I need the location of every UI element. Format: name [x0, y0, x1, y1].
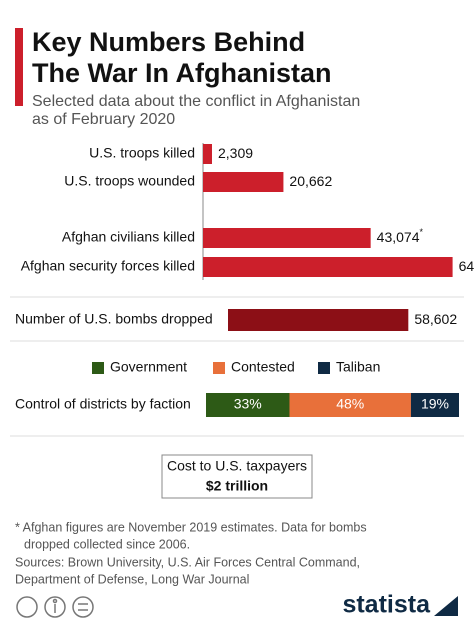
callout-value: $2 trillion — [206, 478, 268, 494]
callout-box — [161, 454, 313, 499]
license-icons — [16, 596, 94, 618]
value-text: 58,602 — [414, 311, 457, 327]
category-label: Number of U.S. bombs dropped — [15, 311, 213, 327]
value-label: 2,309 — [218, 145, 253, 161]
segment-label: 48% — [336, 396, 364, 412]
bar — [203, 144, 212, 164]
footnote-line: * Afghan figures are November 2019 estim… — [15, 520, 367, 534]
value-label: 43,074* — [377, 227, 424, 244]
value-label: 64,124* — [459, 256, 474, 273]
source-line: Department of Defense, Long War Journal — [15, 572, 249, 586]
legend-label: Contested — [231, 359, 295, 375]
segment-label: 19% — [421, 396, 449, 412]
bar — [203, 172, 284, 192]
bar-segment — [410, 393, 459, 417]
legend-swatch — [92, 362, 104, 374]
brand-logo: statista — [342, 591, 431, 619]
category-label: Control of districts by faction — [15, 396, 191, 412]
value-text: 43,074 — [377, 229, 420, 245]
legend-swatch — [213, 362, 225, 374]
value-note: * — [419, 227, 423, 237]
value-text: 2,309 — [218, 145, 253, 161]
category-label: U.S. troops killed — [89, 145, 195, 161]
category-label: Afghan civilians killed — [62, 229, 195, 245]
accent-bar — [15, 28, 23, 106]
title-line: Key Numbers Behind — [32, 27, 305, 57]
value-label: 58,602 — [414, 311, 457, 327]
category-label: Afghan security forces killed — [21, 258, 195, 274]
value-text: 64,124 — [459, 258, 474, 274]
category-label: U.S. troops wounded — [64, 173, 195, 189]
bar-segment — [206, 393, 290, 417]
bar — [203, 228, 371, 248]
legend-swatch — [318, 362, 330, 374]
brand-mark — [434, 596, 458, 616]
bar — [203, 257, 453, 277]
legend-label: Government — [110, 359, 187, 375]
footnote-line: dropped collected since 2006. — [24, 537, 190, 551]
value-label: 20,662 — [289, 173, 332, 189]
legend-label: Taliban — [336, 359, 380, 375]
bar — [228, 309, 409, 331]
source-line: Sources: Brown University, U.S. Air Forc… — [15, 555, 360, 569]
bar-segment — [289, 393, 411, 417]
callout-label: Cost to U.S. taxpayers — [167, 458, 307, 474]
value-text: 20,662 — [289, 173, 332, 189]
subtitle-line: Selected data about the conflict in Afgh… — [32, 93, 360, 110]
segment-label: 33% — [234, 396, 262, 412]
subtitle-line: as of February 2020 — [32, 111, 175, 128]
title-line: The War In Afghanistan — [32, 58, 332, 88]
